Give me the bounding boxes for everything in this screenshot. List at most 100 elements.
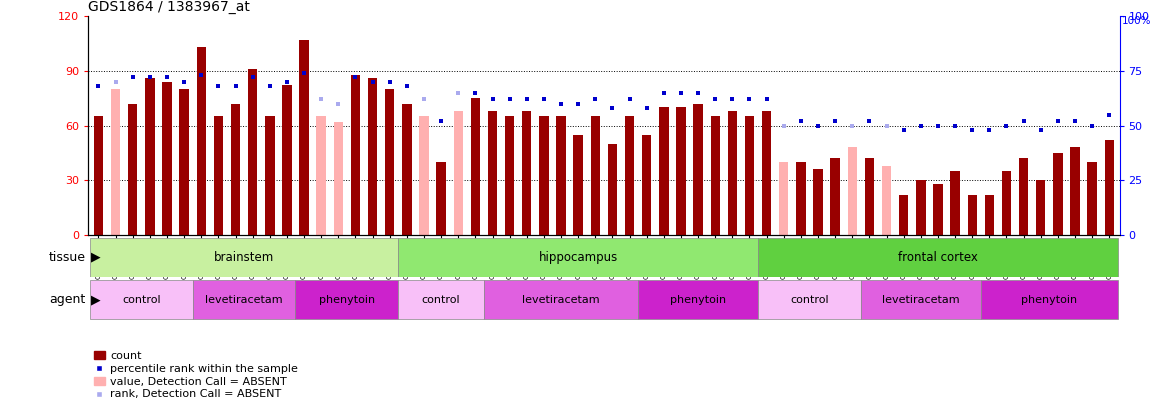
- Point: [329, 100, 348, 107]
- Bar: [934, 184, 943, 235]
- Point: [774, 122, 793, 129]
- FancyBboxPatch shape: [981, 280, 1118, 319]
- Bar: [556, 117, 566, 235]
- Text: frontal cortex: frontal cortex: [898, 251, 978, 264]
- Text: tissue: tissue: [49, 251, 86, 264]
- Point: [671, 90, 690, 96]
- Bar: [898, 195, 908, 235]
- Point: [1065, 118, 1084, 124]
- Bar: [814, 169, 823, 235]
- Bar: [676, 107, 686, 235]
- FancyBboxPatch shape: [485, 280, 639, 319]
- Bar: [1054, 153, 1063, 235]
- Point: [929, 122, 948, 129]
- Point: [123, 74, 142, 81]
- Point: [106, 79, 125, 85]
- Point: [911, 122, 930, 129]
- Bar: [420, 117, 429, 235]
- Point: [243, 74, 262, 81]
- FancyBboxPatch shape: [759, 238, 1118, 277]
- Bar: [779, 162, 788, 235]
- Text: ▶: ▶: [91, 293, 100, 306]
- Bar: [248, 69, 258, 235]
- Bar: [316, 117, 326, 235]
- Bar: [984, 195, 994, 235]
- Point: [843, 122, 862, 129]
- Bar: [796, 162, 806, 235]
- Bar: [470, 98, 480, 235]
- Bar: [864, 158, 874, 235]
- Point: [260, 83, 279, 90]
- Point: [637, 105, 656, 111]
- Bar: [94, 117, 103, 235]
- Point: [483, 96, 502, 102]
- Bar: [1002, 171, 1011, 235]
- Bar: [128, 104, 138, 235]
- Bar: [300, 40, 309, 235]
- Point: [432, 118, 450, 124]
- Bar: [368, 78, 377, 235]
- Bar: [505, 117, 514, 235]
- Point: [552, 100, 570, 107]
- Point: [1014, 118, 1033, 124]
- Bar: [145, 78, 154, 235]
- Text: 100%: 100%: [1122, 16, 1151, 26]
- Bar: [436, 162, 446, 235]
- Bar: [350, 75, 360, 235]
- Point: [312, 96, 330, 102]
- Bar: [265, 117, 274, 235]
- Text: levetiracetam: levetiracetam: [882, 295, 960, 305]
- Point: [346, 74, 365, 81]
- Bar: [334, 122, 343, 235]
- Bar: [454, 111, 463, 235]
- Bar: [230, 104, 240, 235]
- FancyBboxPatch shape: [89, 280, 193, 319]
- Point: [860, 118, 878, 124]
- Text: GDS1864 / 1383967_at: GDS1864 / 1383967_at: [88, 0, 250, 14]
- Point: [894, 127, 913, 133]
- Bar: [728, 111, 737, 235]
- Point: [535, 96, 554, 102]
- Point: [140, 74, 159, 81]
- Point: [500, 96, 519, 102]
- Bar: [402, 104, 412, 235]
- Bar: [180, 89, 189, 235]
- Bar: [710, 117, 720, 235]
- Point: [723, 96, 742, 102]
- Bar: [162, 82, 172, 235]
- FancyBboxPatch shape: [399, 280, 485, 319]
- Bar: [642, 134, 652, 235]
- Point: [689, 90, 708, 96]
- FancyBboxPatch shape: [639, 280, 759, 319]
- Bar: [196, 47, 206, 235]
- Text: phenytoin: phenytoin: [670, 295, 726, 305]
- Bar: [624, 117, 634, 235]
- Bar: [111, 89, 120, 235]
- Bar: [694, 104, 703, 235]
- Bar: [916, 180, 926, 235]
- Point: [963, 127, 982, 133]
- Point: [1100, 111, 1118, 118]
- Bar: [1036, 180, 1045, 235]
- Point: [175, 79, 194, 85]
- Bar: [608, 144, 617, 235]
- Point: [603, 105, 622, 111]
- Text: control: control: [790, 295, 829, 305]
- Point: [278, 79, 296, 85]
- Bar: [488, 111, 497, 235]
- Bar: [1070, 147, 1080, 235]
- Point: [397, 83, 416, 90]
- Bar: [968, 195, 977, 235]
- FancyBboxPatch shape: [295, 280, 399, 319]
- Bar: [540, 117, 549, 235]
- Point: [826, 118, 844, 124]
- Bar: [848, 147, 857, 235]
- Text: levetiracetam: levetiracetam: [522, 295, 600, 305]
- Point: [620, 96, 639, 102]
- Text: control: control: [122, 295, 161, 305]
- Point: [449, 90, 468, 96]
- Point: [706, 96, 724, 102]
- FancyBboxPatch shape: [759, 280, 861, 319]
- Bar: [1104, 140, 1114, 235]
- Text: levetiracetam: levetiracetam: [206, 295, 283, 305]
